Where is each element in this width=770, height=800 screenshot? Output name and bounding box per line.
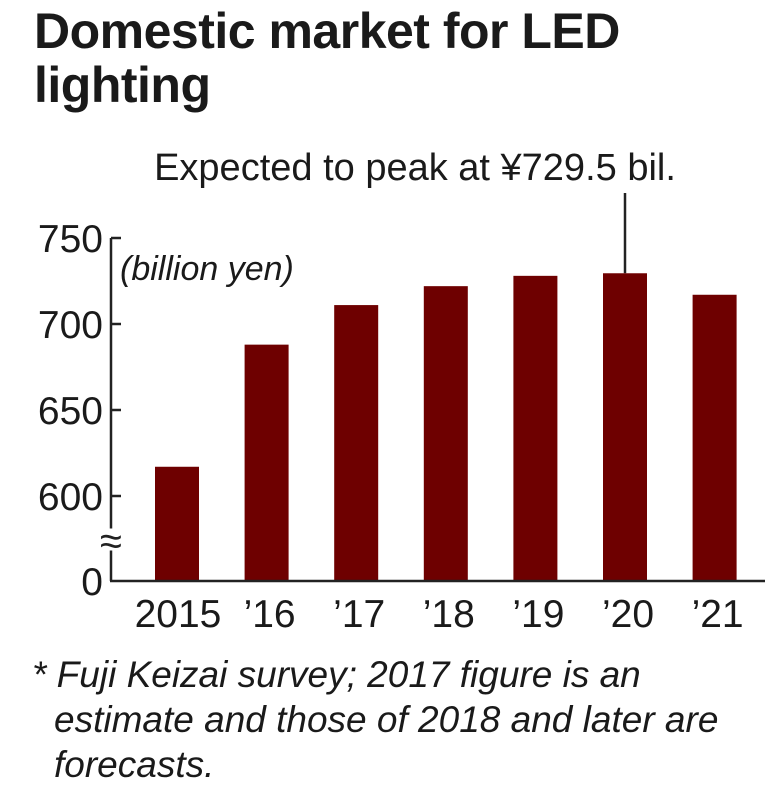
x-tick-label: ’18: [423, 593, 475, 636]
chart-title: Domestic market for LED lighting: [34, 3, 620, 113]
bar-19: [513, 275, 558, 581]
bar-18: [423, 286, 468, 581]
bar-20: [603, 273, 647, 581]
x-tick-label: ’20: [602, 593, 654, 636]
footnote: * Fuji Keizai survey; 2017 figure is an …: [32, 652, 767, 787]
y-tick-label: 650: [38, 390, 103, 433]
x-tick-label: ’21: [692, 593, 744, 636]
axis-break-gap: [105, 528, 117, 551]
y-tick-label: 600: [38, 476, 103, 519]
bars: [155, 273, 737, 581]
y-tick-label: 700: [38, 304, 103, 347]
y-axis-unit-label: (billion yen): [120, 250, 294, 288]
footnote-text: * Fuji Keizai survey; 2017 figure is an …: [32, 654, 719, 785]
bar-16: [244, 344, 289, 581]
bar-17: [334, 305, 379, 581]
y-axis: 0 600 650 700 750 ≈ (billion yen): [38, 218, 294, 604]
y-tick-label: 750: [38, 218, 103, 261]
x-tick-label: ’16: [244, 593, 296, 636]
annotation-text: Expected to peak at ¥729.5 bil.: [154, 147, 676, 189]
x-tick-label: ’17: [333, 593, 385, 636]
x-tick-label: ’19: [512, 593, 564, 636]
annotation-layer: Expected to peak at ¥729.5 bil.: [154, 147, 676, 274]
bar-21: [692, 294, 737, 581]
y-tick-label: 0: [81, 561, 103, 604]
x-tick-label: 2015: [135, 593, 222, 636]
bar-chart: Expected to peak at ¥729.5 bil. 0 600 650 7…: [38, 147, 765, 636]
bar-2015: [155, 466, 199, 581]
axis-break-icon: ≈: [100, 520, 122, 564]
x-axis: 2015 ’16 ’17 ’18 ’19 ’20 ’21: [110, 579, 765, 636]
